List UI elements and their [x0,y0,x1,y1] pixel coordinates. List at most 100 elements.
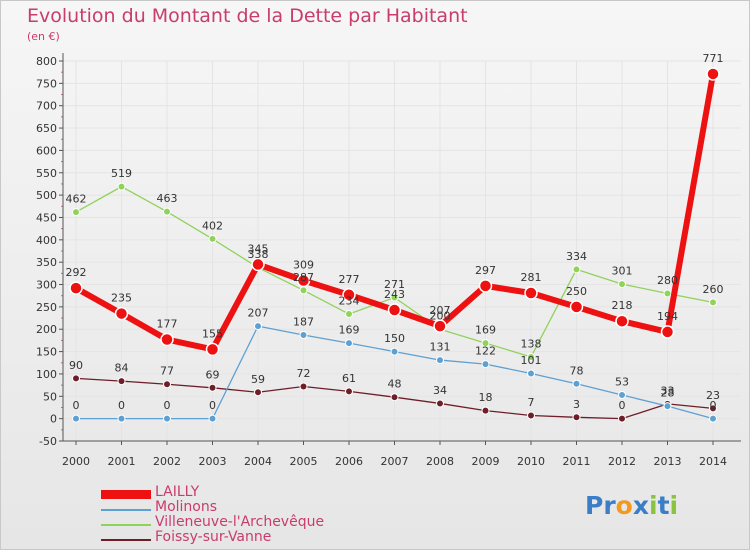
legend: LAILLY Molinons Villeneuve-l'Archevêque Foi… [101,484,401,547]
data-point-lailly [205,342,220,357]
data-label-villeneuve-l-archev-que: 287 [293,271,314,284]
data-point-villeneuve-l-archev-que [208,234,217,243]
data-label-foissy-sur-vanne: 84 [115,362,129,375]
chart-unit-label: (en €) [27,30,60,43]
x-tick-label: 2007 [381,455,409,468]
data-point-foissy-sur-vanne [208,383,217,392]
x-tick-label: 2013 [654,455,682,468]
data-point-molinons [663,402,672,411]
data-label-molinons: 131 [430,341,451,354]
data-point-foissy-sur-vanne [436,399,444,408]
data-point-lailly [296,273,311,288]
data-label-molinons: 207 [248,307,269,320]
data-point-villeneuve-l-archev-que [72,208,80,217]
chart-title: Evolution du Montant de la Dette par Hab… [27,5,468,27]
data-label-molinons: 122 [475,345,496,358]
data-point-molinons [436,356,444,365]
data-label-foissy-sur-vanne: 0 [619,399,626,412]
data-point-molinons [117,414,126,423]
x-tick-label: 2009 [472,455,500,468]
data-point-foissy-sur-vanne [709,404,717,413]
data-point-foissy-sur-vanne [390,393,399,402]
data-label-lailly: 771 [703,52,724,65]
legend-item-lailly: LAILLY [101,484,401,502]
data-label-foissy-sur-vanne: 90 [69,359,83,372]
data-point-foissy-sur-vanne [481,406,490,415]
data-label-foissy-sur-vanne: 3 [573,398,580,411]
data-label-lailly: 243 [384,288,405,301]
data-point-molinons [572,379,581,388]
y-tick-label: 150 [36,346,57,359]
data-point-molinons [481,360,490,369]
legend-label-molinons: Molinons [155,499,218,515]
legend-label-lailly: LAILLY [155,484,200,500]
data-point-lailly [251,257,265,272]
data-point-villeneuve-l-archev-que [390,293,399,302]
data-label-foissy-sur-vanne: 18 [479,391,493,404]
data-point-lailly [615,314,629,328]
data-point-molinons [72,414,80,423]
brand-letter: x [632,491,649,520]
data-label-lailly: 309 [293,259,314,272]
data-point-foissy-sur-vanne [163,380,171,389]
data-label-lailly: 250 [566,285,587,298]
data-label-lailly: 345 [248,242,269,255]
y-tick-label: 100 [36,368,57,381]
y-tick-label: 800 [36,55,57,68]
data-point-molinons [299,331,308,340]
data-point-molinons [163,414,171,423]
brand-letter: i [649,491,658,520]
data-label-molinons: 0 [209,399,216,412]
data-label-villeneuve-l-archev-que: 280 [657,274,678,287]
data-point-lailly [387,303,402,317]
y-tick-label: 650 [36,122,57,135]
data-label-foissy-sur-vanne: 48 [388,378,402,391]
data-label-foissy-sur-vanne: 77 [160,365,174,378]
data-label-lailly: 218 [612,299,633,312]
data-label-lailly: 292 [66,266,87,279]
legend-swatch-molinons [101,509,151,511]
data-point-lailly [569,300,584,314]
y-tick-label: 500 [36,189,57,202]
data-point-villeneuve-l-archev-que [618,280,626,289]
data-label-molinons: 187 [293,316,314,329]
data-point-villeneuve-l-archev-que [527,352,535,361]
data-label-villeneuve-l-archev-que: 463 [157,192,178,205]
x-tick-label: 2000 [62,455,90,468]
data-label-molinons: 150 [384,332,405,345]
y-tick-label: 350 [36,256,57,269]
data-point-lailly [524,286,538,300]
data-label-lailly: 194 [657,310,678,323]
data-label-molinons: 0 [164,399,171,412]
data-point-foissy-sur-vanne [572,413,581,422]
series-layer [69,67,720,423]
data-point-foissy-sur-vanne [117,377,126,386]
data-point-foissy-sur-vanne [254,388,262,397]
legend-swatch-foissy-sur-vanne [101,539,151,541]
data-label-foissy-sur-vanne: 61 [342,372,356,385]
y-tick-label: 700 [36,100,57,113]
data-label-villeneuve-l-archev-que: 260 [703,283,724,296]
data-point-molinons [709,414,717,423]
data-label-foissy-sur-vanne: 34 [433,384,447,397]
data-point-villeneuve-l-archev-que [572,265,581,274]
data-label-villeneuve-l-archev-que: 301 [612,265,633,278]
data-point-lailly [433,319,447,333]
data-label-lailly: 155 [202,327,223,340]
x-tick-label: 2011 [563,455,591,468]
data-label-lailly: 297 [475,264,496,277]
data-label-villeneuve-l-archev-que: 519 [111,167,132,180]
data-point-lailly [706,67,720,81]
y-tick-label: 300 [36,279,57,292]
legend-swatch-lailly [101,490,151,499]
brand-letter: P [585,491,604,520]
y-tick-label: 600 [36,144,57,157]
data-label-molinons: 0 [710,399,717,412]
y-tick-label: 0 [50,413,57,426]
data-point-lailly [160,332,174,347]
x-tick-label: 2003 [199,455,227,468]
y-tick-label: 550 [36,167,57,180]
legend-label-foissy-sur-vanne: Foissy-sur-Vanne [155,529,272,545]
